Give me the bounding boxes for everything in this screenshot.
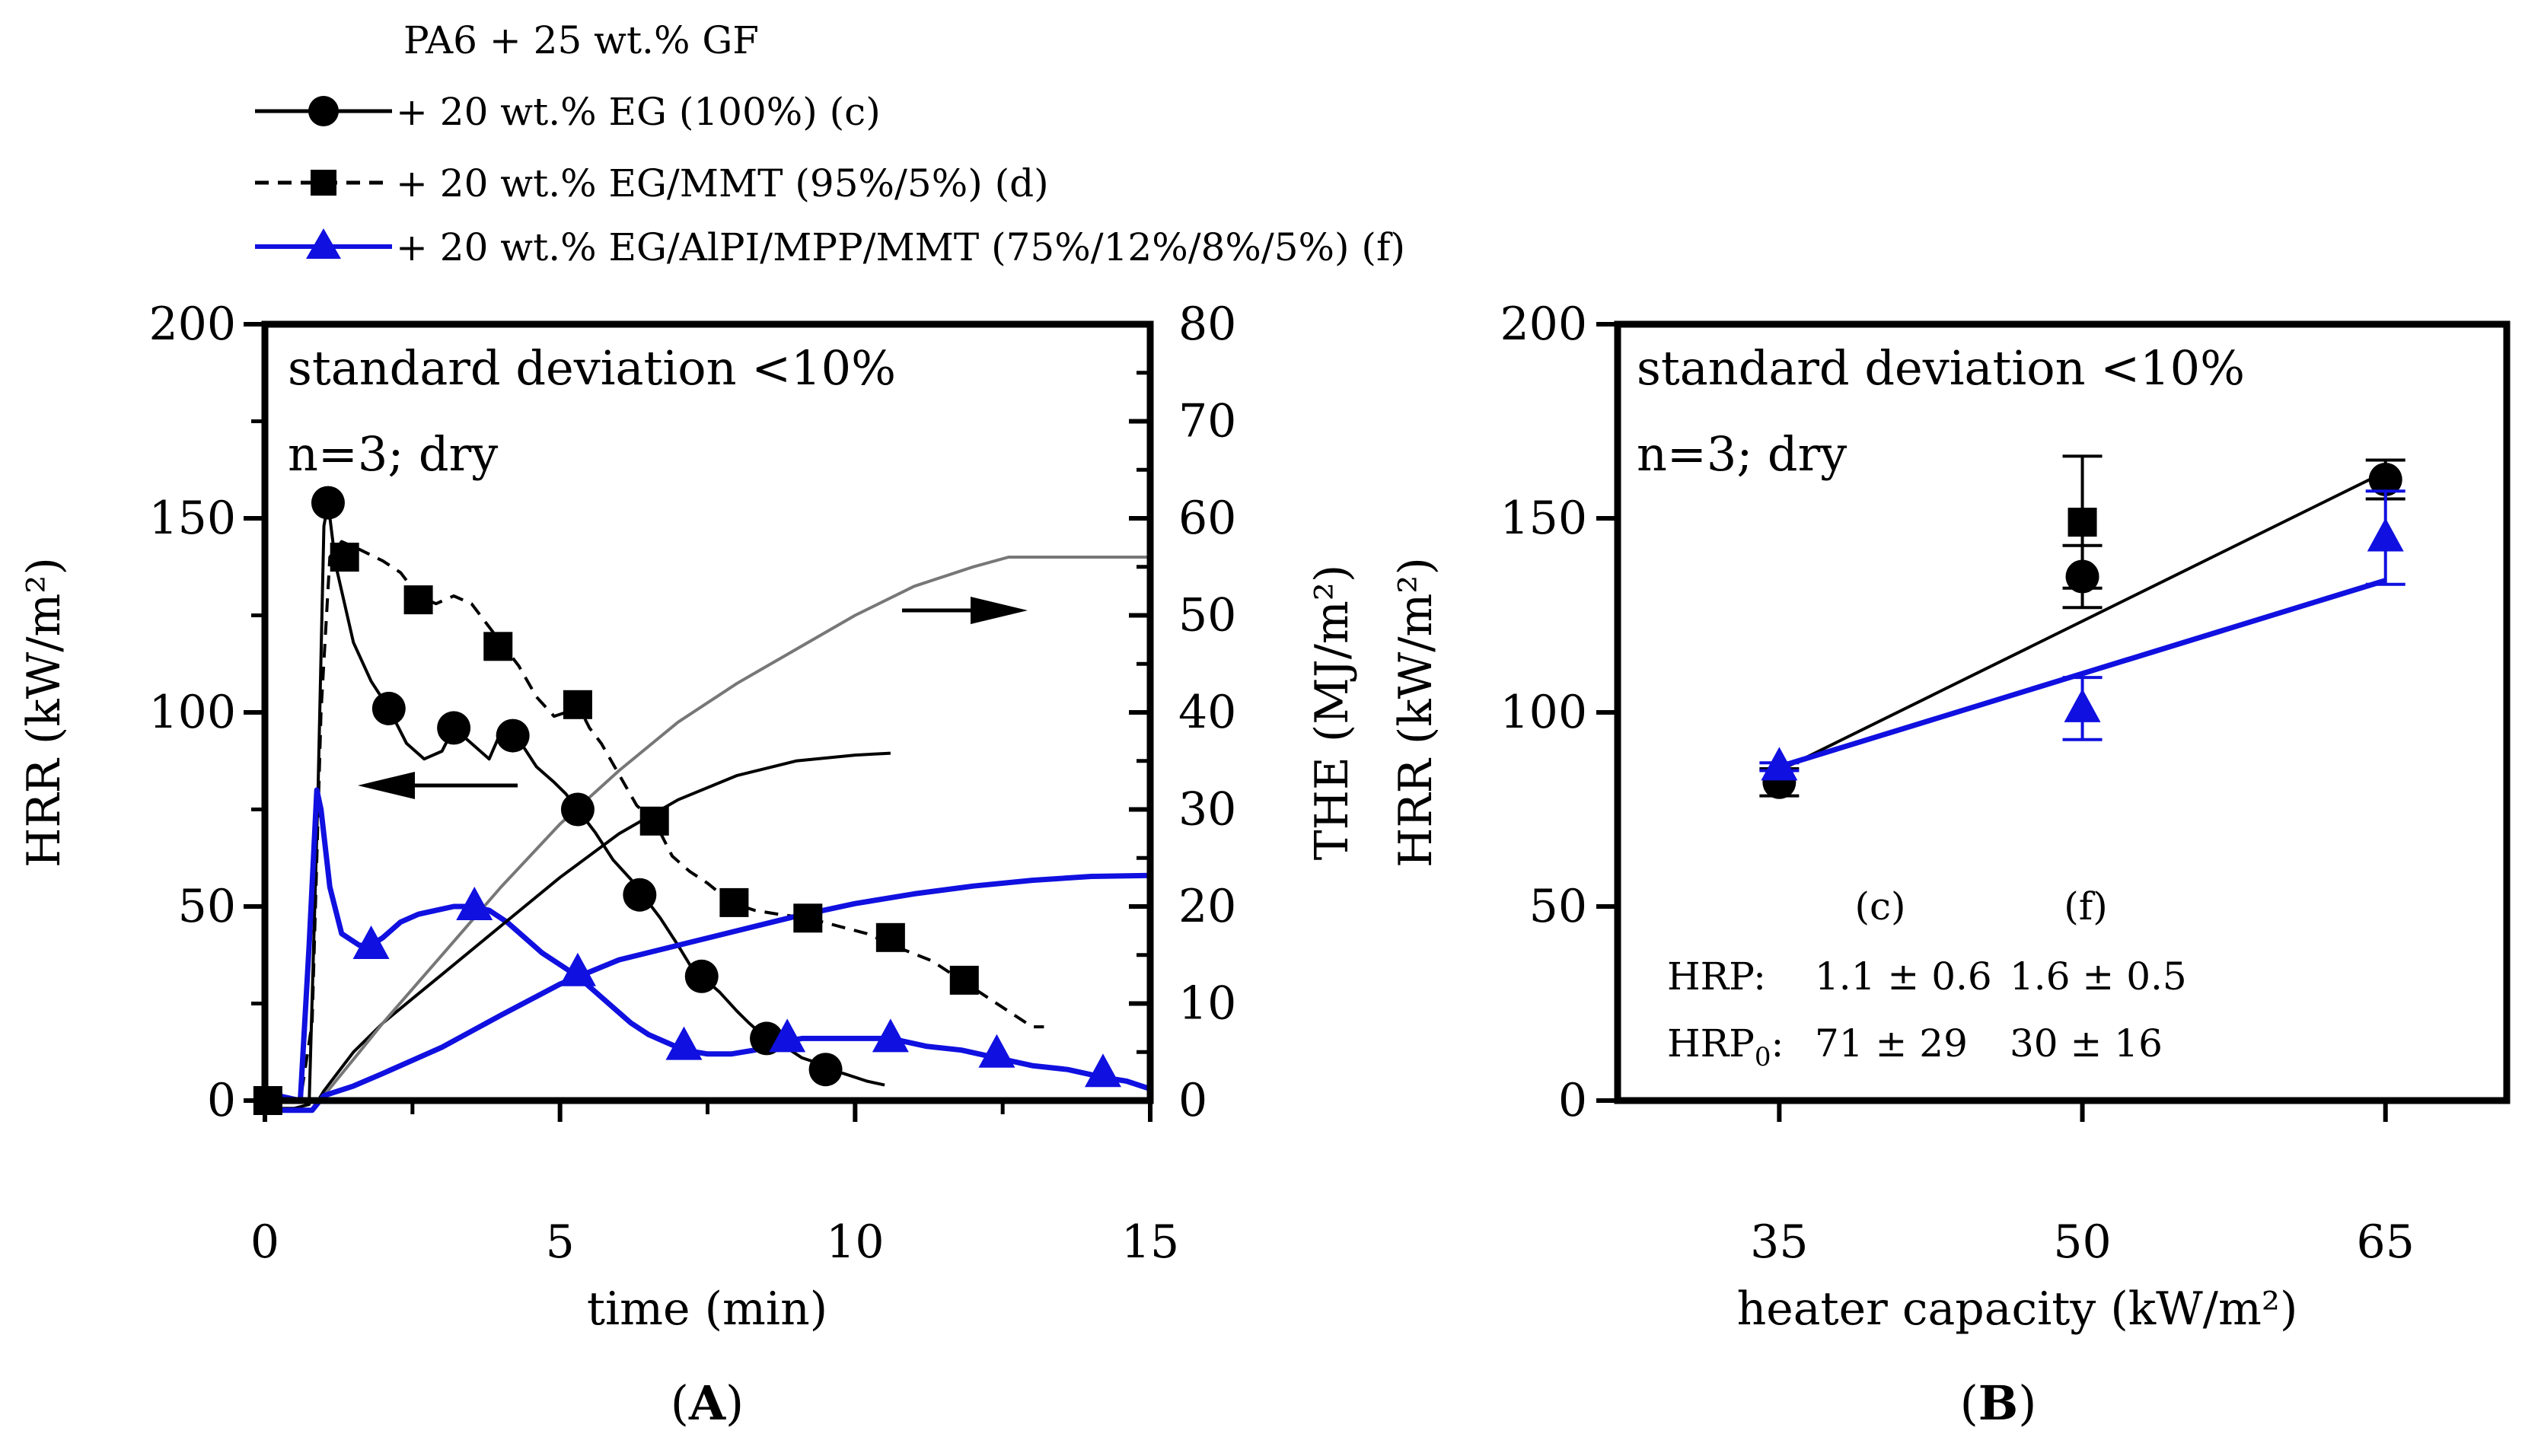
series-1-marker-4: [563, 690, 592, 719]
series-2-marker-2: [559, 952, 596, 986]
legend-marker-d: [311, 170, 336, 196]
point-0-2: [2368, 463, 2402, 496]
panel-a-label: (A): [671, 1375, 744, 1431]
legend: PA6 + 25 wt.% GF + 20 wt.% EG (100%) (c)…: [255, 18, 1405, 269]
series-2-marker-0: [352, 926, 390, 959]
panel-a-note-stddev: standard deviation <10%: [288, 340, 896, 396]
panel-b-label: (B): [1960, 1375, 2037, 1431]
y2-tick-label-7: 70: [1178, 395, 1236, 448]
panel-b-xlabel: heater capacity (kW/m²): [1737, 1282, 2298, 1336]
series-1-marker-3: [483, 632, 513, 661]
b-y-tick-label-4: 200: [1500, 298, 1587, 351]
series-0-marker-0: [311, 486, 345, 520]
point-2-1: [2064, 688, 2101, 722]
b-y-tick-label-0: 0: [1558, 1074, 1587, 1127]
legend-title: PA6 + 25 wt.% GF: [403, 18, 759, 62]
y2-tick-label-6: 60: [1178, 492, 1236, 545]
y2-tick-label-0: 0: [1178, 1074, 1207, 1127]
left-arrow: [358, 772, 518, 799]
series-0-marker-1: [371, 691, 406, 725]
series-2-marker-6: [978, 1034, 1015, 1068]
panel-b-note-n: n=3; dry: [1637, 426, 1847, 482]
series-1-marker-6: [719, 887, 749, 917]
hrp-value-c: 1.1 ± 0.6: [1815, 954, 1992, 999]
fit-line-2: [1778, 578, 2386, 769]
y2-tick-label-4: 40: [1178, 686, 1236, 739]
x-tick-label-3: 15: [1121, 1215, 1179, 1269]
hrp0-value-f: 30 ± 16: [2010, 1021, 2163, 1066]
series-2-marker-7: [1084, 1053, 1121, 1088]
legend-entry-c: + 20 wt.% EG (100%) (c): [396, 90, 881, 134]
series-line-2: [265, 787, 1150, 1104]
y2-tick-label-8: 80: [1178, 298, 1236, 351]
series-0-marker-4: [560, 792, 595, 827]
series-0-marker-6: [684, 959, 719, 993]
y2-tick-label-2: 20: [1178, 880, 1236, 933]
series-line-5: [265, 872, 1150, 1114]
hrp-col-f: (f): [2064, 884, 2108, 929]
y-tick-label-0: 0: [207, 1074, 236, 1127]
b-x-tick-label-1: 50: [2053, 1215, 2111, 1269]
b-x-tick-label-2: 65: [2357, 1215, 2415, 1269]
series-1-marker-8: [875, 922, 905, 952]
series-1-marker-1: [330, 543, 359, 572]
hrp0-value-c: 71 ± 29: [1815, 1021, 1968, 1066]
right-arrow: [902, 597, 1028, 624]
series-2-marker-3: [665, 1026, 703, 1060]
legend-entry-d: + 20 wt.% EG/MMT (95%/5%) (d): [396, 161, 1049, 205]
series-2-marker-1: [456, 887, 493, 920]
legend-marker-c: [308, 96, 339, 126]
panel-b-axes: 35 50 65 0 50 100 150 200: [1500, 298, 2414, 1269]
series-line-4: [265, 556, 1150, 1112]
series-1-marker-9: [949, 965, 979, 995]
y-tick-label-4: 200: [148, 298, 236, 351]
y2-tick-label-1: 10: [1178, 977, 1236, 1031]
x-tick-label-1: 5: [546, 1215, 575, 1269]
series-0-marker-5: [623, 878, 657, 912]
hrp-value-f: 1.6 ± 0.5: [2010, 954, 2187, 999]
point-2-2: [2367, 518, 2404, 552]
series-0-marker-2: [437, 711, 471, 745]
series-line-3: [265, 751, 891, 1112]
b-y-tick-label-2: 100: [1500, 686, 1587, 739]
hrp0-label: HRP0:: [1667, 1021, 1784, 1072]
b-y-tick-label-1: 50: [1529, 880, 1587, 933]
series-2-marker-5: [872, 1018, 909, 1053]
point-2-0: [1761, 747, 1798, 781]
panel-b-plot-area: [1759, 454, 2405, 799]
y-tick-label-2: 100: [148, 686, 236, 739]
series-1-marker-2: [403, 585, 433, 615]
panel-a-y2label: THE (MJ/m²): [1306, 565, 1359, 861]
b-y-tick-label-3: 150: [1500, 492, 1587, 545]
series-2-marker-4: [769, 1018, 806, 1053]
series-1-marker-7: [793, 903, 823, 933]
panel-b: 35 50 65 0 50 100 150 200 standard deviation <1…: [1389, 298, 2511, 1431]
panel-a-note-n: n=3; dry: [288, 426, 498, 482]
hrp-col-c: (c): [1854, 884, 1905, 929]
legend-entry-f: + 20 wt.% EG/AlPI/MPP/MMT (75%/12%/8%/5%…: [396, 225, 1405, 269]
point-1-0: [2068, 508, 2097, 537]
series-0-marker-8: [808, 1053, 843, 1087]
hrp-label: HRP:: [1667, 954, 1766, 999]
panel-a-ylabel: HRR (kW/m²): [18, 557, 71, 868]
fit-line-0: [1778, 470, 2386, 773]
series-1-marker-5: [639, 806, 669, 836]
y-tick-label-1: 50: [178, 880, 236, 933]
y2-tick-label-5: 50: [1178, 589, 1236, 642]
x-tick-label-2: 10: [826, 1215, 884, 1269]
x-tick-label-0: 0: [250, 1215, 279, 1269]
y-tick-label-3: 150: [148, 492, 236, 545]
series-0-marker-3: [496, 718, 530, 753]
b-x-tick-label-0: 35: [1750, 1215, 1808, 1269]
panel-a-xlabel: time (min): [587, 1282, 827, 1336]
legend-marker-f: [306, 228, 341, 259]
panel-a-plot-area: [253, 486, 1150, 1115]
panel-b-ylabel: HRR (kW/m²): [1389, 557, 1443, 868]
y2-tick-label-3: 30: [1178, 783, 1236, 836]
panel-b-note-stddev: standard deviation <10%: [1637, 340, 2245, 396]
